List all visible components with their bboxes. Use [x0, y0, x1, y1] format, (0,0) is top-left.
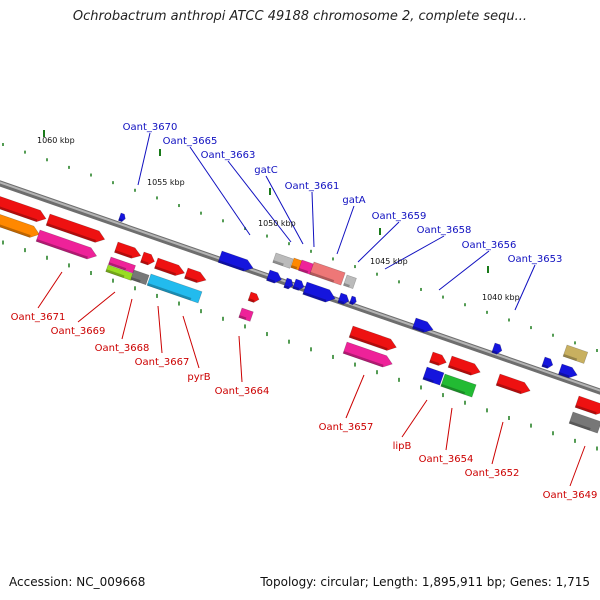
top-leader-line — [357, 221, 400, 263]
gene-blue-m1 — [266, 269, 282, 284]
kbp-label: 1060 kbp — [37, 136, 75, 145]
top-gene-label: gatA — [342, 195, 365, 206]
gene-Oant_3667b — [184, 267, 207, 283]
bottom-leader-line — [401, 399, 428, 438]
label-leader-lines — [37, 132, 586, 487]
bottom-leader-line — [37, 271, 63, 309]
gene-lime — [105, 264, 134, 281]
gene-grey-light — [272, 252, 294, 269]
kbp-label: 1050 kbp — [258, 219, 296, 228]
gene-Oant_3668b — [140, 251, 155, 266]
top-gene-label: Oant_3663 — [201, 150, 256, 161]
top-gene-label: Oant_3670 — [123, 122, 178, 133]
bottom-gene-label: Oant_3652 — [465, 468, 520, 479]
bottom-leader-line — [77, 291, 116, 323]
genes — [0, 194, 600, 434]
gene-lipB — [422, 366, 445, 386]
gene-Oant_3649 — [574, 395, 600, 415]
top-leader-line — [336, 205, 355, 255]
gene-Oant_3659 — [348, 325, 397, 351]
kbp-labels: 1060 kbp 1055 kbp 1050 kbp 1045 kbp 1040 kbp — [37, 136, 520, 302]
kbp-label: 1055 kbp — [147, 178, 185, 187]
gene-labels: Oant_3670 Oant_3665 Oant_3663 gatC Oant_3661… — [11, 122, 598, 501]
bottom-leader-line — [345, 374, 365, 419]
gene-Oant_3653 — [562, 344, 589, 364]
tick-marks — [2, 130, 598, 451]
gene-Oant_3668a — [114, 241, 142, 259]
top-gene-label: gatC — [254, 165, 277, 176]
gene-grey-r — [568, 411, 600, 434]
gene-Oant_3654 — [447, 355, 481, 376]
bottom-gene-label: Oant_3654 — [419, 454, 474, 465]
bottom-gene-label: Oant_3668 — [95, 343, 150, 354]
gene-blue-m2 — [283, 277, 294, 290]
bottom-leader-line — [121, 298, 133, 340]
gene-blue-m4 — [337, 292, 350, 305]
gene-Oant_3667a — [154, 257, 186, 276]
bottom-gene-label: Oant_3657 — [319, 422, 374, 433]
gene-Oant_3657 — [342, 341, 393, 368]
gene-green — [440, 373, 477, 398]
gene-grey — [130, 269, 150, 286]
gene-blue-small — [117, 212, 126, 223]
gene-pyrB — [146, 273, 203, 304]
gene-orange — [0, 212, 40, 238]
gene-blue-r2 — [541, 356, 554, 369]
gene-gatA — [302, 281, 336, 303]
bottom-leader-line — [157, 305, 163, 354]
top-leader-line — [227, 160, 292, 243]
bottom-leader-line — [491, 421, 504, 465]
bottom-leader-line — [238, 335, 243, 383]
bottom-gene-label: Oant_3667 — [135, 357, 190, 368]
top-gene-label: Oant_3659 — [372, 211, 427, 222]
gene-Oant_3664a — [247, 291, 260, 303]
gene-blue-m3 — [292, 278, 305, 291]
genome-summary: Topology: circular; Length: 1,895,911 bp… — [260, 575, 590, 589]
gene-Oant_3665 — [217, 250, 254, 272]
gene-Oant_3661 — [309, 261, 346, 286]
bottom-leader-line — [445, 407, 453, 451]
gene-grey-light-2 — [343, 274, 357, 290]
gene-Oant_3652 — [495, 373, 531, 395]
gene-Oant_3671 — [0, 194, 47, 223]
bottom-gene-label: Oant_3664 — [215, 386, 270, 397]
gene-blue-r3 — [558, 363, 578, 379]
kbp-label: 1045 kbp — [370, 257, 408, 266]
bottom-gene-label: lipB — [393, 441, 412, 452]
bottom-gene-label: pyrB — [187, 372, 210, 383]
map-title: Ochrobactrum anthropi ATCC 49188 chromos… — [72, 9, 528, 24]
kbp-label: 1040 kbp — [482, 293, 520, 302]
top-leader-line — [137, 132, 151, 186]
top-leader-line — [189, 146, 251, 236]
bottom-gene-label: Oant_3669 — [51, 326, 106, 337]
bottom-gene-label: Oant_3671 — [11, 312, 66, 323]
gene-blue-r1 — [491, 342, 503, 355]
gene-blue-m5 — [348, 295, 357, 306]
bottom-gene-label: Oant_3649 — [543, 490, 598, 501]
top-gene-label: Oant_3656 — [462, 240, 517, 251]
gene-Oant_3656 — [412, 317, 434, 333]
bottom-leader-line — [182, 315, 200, 369]
bottom-leader-line — [569, 445, 586, 487]
gene-Oant_3669 — [35, 229, 98, 260]
top-leader-line — [514, 264, 536, 311]
top-leader-line — [384, 235, 445, 270]
gene-Oant_3655 — [429, 351, 447, 366]
top-leader-line — [438, 250, 490, 291]
accession-text: Accession: NC_009668 — [9, 575, 146, 589]
top-gene-label: Oant_3665 — [163, 136, 218, 147]
top-gene-label: Oant_3653 — [508, 254, 563, 265]
top-gene-label: Oant_3658 — [417, 225, 472, 236]
gene-Oant_3670-region — [45, 213, 106, 243]
gene-Oant_3664 — [238, 307, 254, 322]
top-gene-label: Oant_3661 — [285, 181, 340, 192]
top-leader-line — [311, 191, 315, 248]
top-leader-line — [265, 175, 304, 245]
